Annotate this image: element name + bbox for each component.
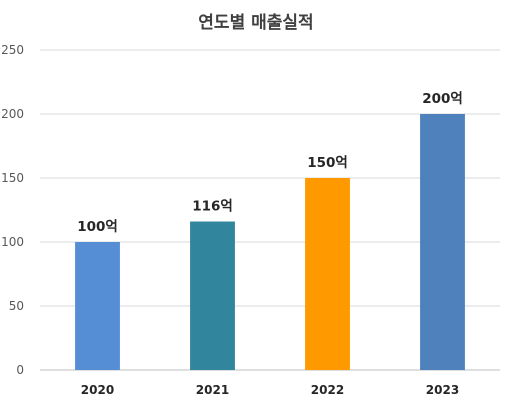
y-tick-label: 0 xyxy=(16,363,24,377)
x-tick-label-2021: 2021 xyxy=(196,383,229,397)
bar-2020 xyxy=(75,242,120,370)
data-label-2021: 116억 xyxy=(192,199,233,215)
data-label-2020: 100억 xyxy=(77,219,118,235)
y-tick-label: 100 xyxy=(1,235,24,249)
bar-2022 xyxy=(305,178,350,370)
bars xyxy=(75,114,465,370)
bar-2021 xyxy=(190,221,235,370)
y-tick-label: 50 xyxy=(9,299,24,313)
chart-title: 연도별 매출실적 xyxy=(198,13,314,33)
x-tick-label-2023: 2023 xyxy=(426,383,459,397)
x-tick-label-2020: 2020 xyxy=(81,383,114,397)
y-tick-label: 250 xyxy=(1,43,24,57)
bar-2023 xyxy=(420,114,465,370)
x-tick-label-2022: 2022 xyxy=(311,383,344,397)
y-tick-label: 150 xyxy=(1,171,24,185)
data-label-2022: 150억 xyxy=(307,155,348,171)
data-labels: 100억 116억 150억 200억 xyxy=(77,91,463,235)
data-label-2023: 200억 xyxy=(422,91,463,107)
x-axis-ticks: 2020 2021 2022 2023 xyxy=(81,383,459,397)
y-axis-ticks: 0 50 100 150 200 250 xyxy=(1,43,24,377)
y-tick-label: 200 xyxy=(1,107,24,121)
